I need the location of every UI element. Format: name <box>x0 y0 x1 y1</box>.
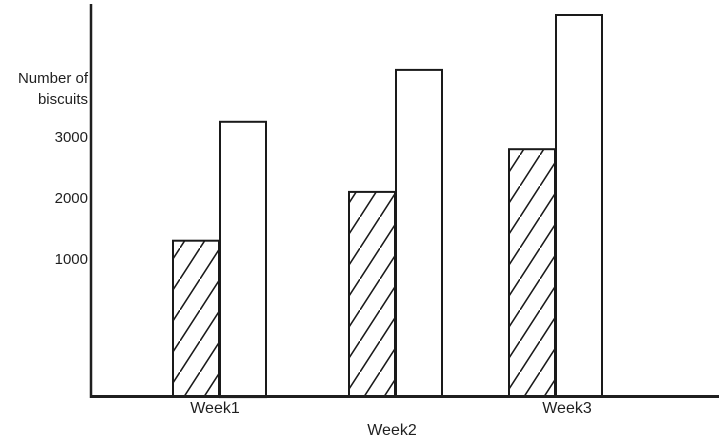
y-tick-label-1000: 1000 <box>55 251 88 268</box>
y-tick-label-3000: 3000 <box>55 129 88 146</box>
x-category-label-week2: Week2 <box>367 422 417 439</box>
bar-week3-hatched <box>508 148 556 398</box>
x-category-label-week3: Week3 <box>542 400 592 417</box>
bar-week1-hatched <box>172 239 220 398</box>
y-axis-title-line1: Number of <box>18 70 89 87</box>
bar-week1-plain <box>219 120 267 399</box>
y-axis-title-line2: biscuits <box>38 91 88 108</box>
bar-week2-plain <box>395 68 443 399</box>
bar-week3-plain <box>555 14 603 398</box>
x-category-label-week1: Week1 <box>190 400 240 417</box>
y-tick-label-2000: 2000 <box>55 190 88 207</box>
bar-week2-hatched <box>348 190 396 398</box>
bars-group <box>172 14 603 399</box>
